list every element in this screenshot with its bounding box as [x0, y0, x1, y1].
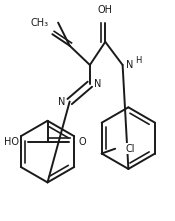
Text: O: O [40, 19, 48, 29]
Text: Cl: Cl [126, 144, 135, 154]
Text: HO: HO [4, 137, 19, 147]
Text: OH: OH [98, 5, 113, 15]
Text: N: N [127, 60, 134, 70]
Text: CH₃: CH₃ [30, 18, 48, 28]
Text: N: N [58, 97, 66, 107]
Text: H: H [135, 56, 141, 65]
Text: N: N [94, 79, 101, 89]
Text: O: O [78, 137, 86, 147]
